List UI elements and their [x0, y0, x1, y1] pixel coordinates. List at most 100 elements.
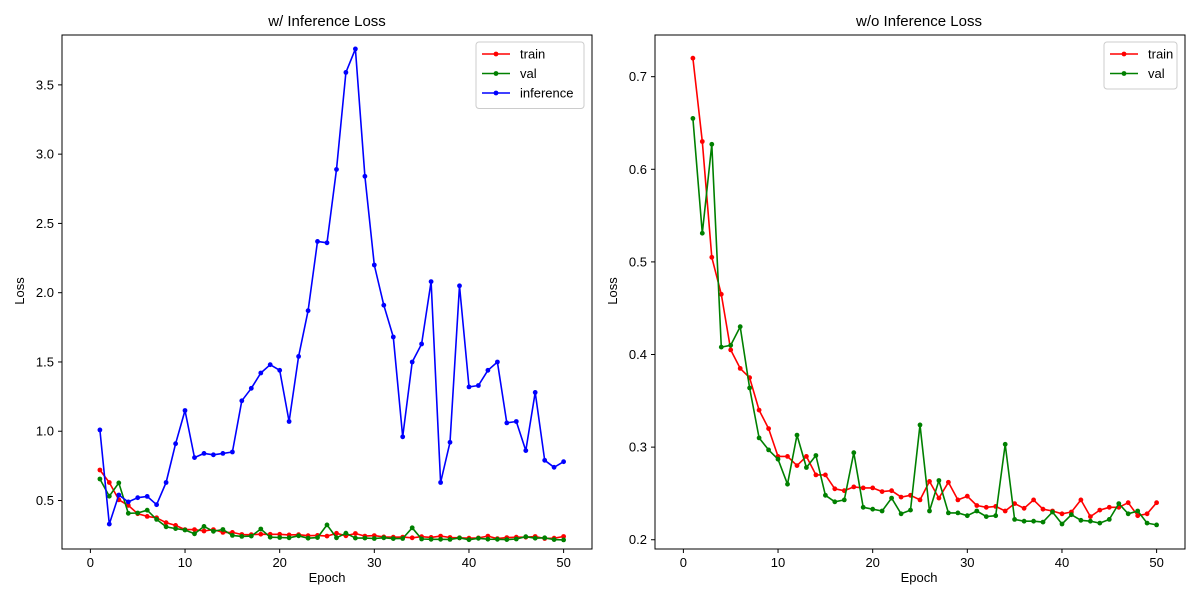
left-val-point [286, 535, 292, 541]
left-inference-point [116, 492, 122, 498]
left-val-point [334, 535, 339, 541]
right-train-point [1031, 497, 1036, 503]
left-inference-point [371, 262, 377, 268]
left-inference-point [324, 240, 330, 246]
left-inference-point [343, 70, 349, 75]
left-inference-point [135, 495, 141, 501]
left-train-point [409, 535, 415, 541]
left-val-point [485, 536, 491, 542]
left-inference-point [277, 367, 283, 373]
right-train-point [756, 407, 762, 413]
right-train-point [1154, 500, 1159, 506]
right-val-point [756, 435, 762, 441]
right-val-point [1154, 522, 1159, 528]
left-val-point [315, 535, 320, 540]
left-val-point [542, 535, 548, 541]
left-inference-point [305, 308, 311, 314]
left-val-point [390, 536, 396, 541]
right-train-point [917, 497, 923, 503]
left-inference-point [220, 451, 226, 456]
left-val-point [438, 536, 443, 542]
left-val-point [125, 510, 131, 516]
right-train-point [870, 485, 876, 491]
right-x-tick-label: 20 [865, 555, 879, 570]
left-val-point [551, 537, 557, 542]
left-val-point [457, 535, 462, 541]
left-x-tick-label: 10 [178, 555, 192, 570]
right-val-point [690, 116, 696, 121]
right-chart-title: w/o Inference Loss [855, 13, 982, 30]
left-val-point [513, 536, 519, 542]
left-inference-point [466, 384, 472, 390]
right-y-tick-label: 0.3 [629, 440, 647, 455]
left-val-point [182, 527, 188, 533]
left-val-point [144, 507, 150, 513]
right-series-train [690, 55, 1159, 519]
right-val-point [718, 344, 724, 350]
left-inference-point [457, 283, 462, 289]
right-x-tick-label: 0 [680, 555, 687, 570]
right-val-point [860, 504, 866, 510]
right-train-line [692, 58, 1158, 518]
right-val-point [917, 422, 923, 428]
left-val-point [116, 480, 122, 486]
right-val-point [1040, 519, 1046, 525]
left-val-point [381, 535, 387, 541]
left-series-val [97, 476, 566, 543]
right-val-point [983, 514, 989, 519]
right-val-point [1069, 512, 1074, 518]
left-inference-point [211, 452, 216, 458]
right-val-point [955, 510, 961, 516]
left-inference-point [125, 499, 131, 505]
left-val-point [192, 531, 197, 537]
right-train-point [946, 479, 951, 485]
right-y-tick-label: 0.2 [629, 532, 647, 547]
left-val-point [248, 533, 254, 539]
right-val-point [1078, 517, 1084, 523]
right-train-point [1125, 500, 1131, 506]
left-inference-point [362, 173, 368, 179]
right-train-point [709, 254, 715, 260]
right-train-point [1021, 505, 1027, 511]
left-val-point [371, 536, 377, 541]
left-train-point [144, 514, 150, 519]
right-val-point [747, 385, 752, 391]
left-val-point [173, 526, 179, 531]
left-inference-point [447, 439, 453, 445]
left-inference-point [419, 341, 424, 347]
right-train-point [1097, 507, 1103, 513]
right-train-point [699, 139, 705, 144]
right-val-point [1106, 517, 1112, 522]
left-inference-point [230, 449, 235, 455]
left-inference-point [154, 502, 160, 508]
left-val-point [476, 535, 481, 541]
right-train-point [1088, 514, 1093, 519]
left-inference-point [495, 359, 500, 365]
left-train-point [163, 520, 169, 526]
right-val-point [851, 450, 857, 456]
right-val-point [879, 508, 885, 514]
left-legend-train-label: train [520, 47, 545, 62]
right-val-point [1144, 520, 1150, 526]
right-val-point [775, 456, 781, 462]
left-val-point [532, 535, 538, 541]
left-train-point [334, 530, 339, 536]
right-val-point [1002, 441, 1008, 447]
right-val-point [709, 141, 715, 147]
right-train-point [1078, 497, 1084, 503]
left-val-point [400, 536, 406, 541]
left-inference-point [267, 362, 273, 368]
left-train-point [353, 531, 358, 536]
left-inference-point [353, 46, 358, 52]
right-val-point [737, 324, 743, 330]
right-val-point [993, 513, 999, 519]
right-val-point [889, 495, 894, 501]
left-val-point [135, 510, 141, 516]
right-x-tick-label: 30 [960, 555, 974, 570]
left-train-point [201, 528, 207, 534]
left-legend-val-label: val [520, 66, 537, 81]
right-val-point [841, 497, 847, 503]
left-inference-point [315, 239, 320, 244]
left-val-point [495, 536, 500, 542]
left-legend-box [475, 41, 585, 109]
